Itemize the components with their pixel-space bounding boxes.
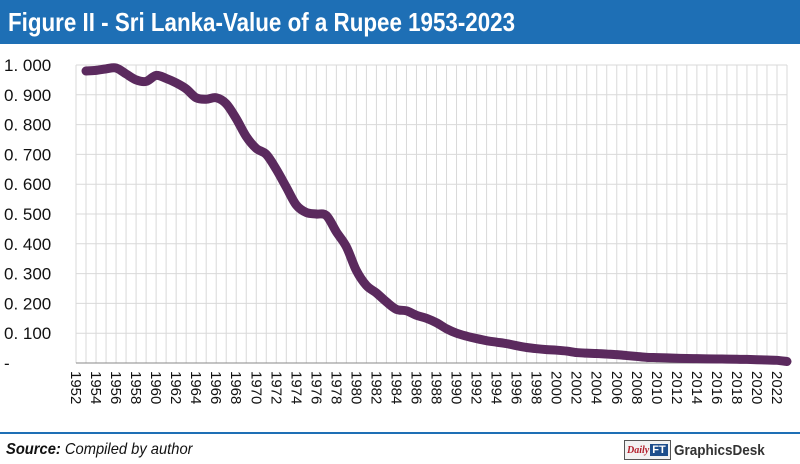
- logo-daily-text: Daily: [627, 444, 650, 456]
- x-tick-label: 1960: [147, 371, 164, 404]
- y-tick-label: 0. 900: [4, 86, 51, 105]
- y-tick-label: 0. 500: [4, 205, 51, 224]
- x-tick-label: 1982: [367, 371, 384, 404]
- series-layer: [81, 63, 792, 367]
- x-tick-label: 1966: [207, 371, 224, 404]
- x-tick-label: 1988: [428, 371, 445, 404]
- x-tick-label: 1952: [67, 371, 84, 404]
- x-tick-label: 2004: [588, 371, 605, 404]
- x-tick-label: 1964: [187, 371, 204, 404]
- x-tick-label: 1990: [448, 371, 465, 404]
- rupee-value-line: [81, 63, 792, 367]
- x-tick-label: 2000: [548, 371, 565, 404]
- x-tick-label: 1956: [107, 371, 124, 404]
- x-tick-label: 1976: [307, 371, 324, 404]
- source-label: Source:: [6, 441, 61, 458]
- x-tick-label: 1962: [167, 371, 184, 404]
- x-tick-label: 1968: [227, 371, 244, 404]
- x-tick-label: 2018: [728, 371, 745, 404]
- x-tick-label: 1978: [327, 371, 344, 404]
- y-tick-label: 0. 800: [4, 116, 51, 135]
- x-tick-label: 1954: [87, 371, 104, 404]
- x-tick-label: 1970: [247, 371, 264, 404]
- y-tick-label: 0. 100: [4, 324, 51, 343]
- x-tick-label: 1958: [127, 371, 144, 404]
- x-tick-label: 1980: [347, 371, 364, 404]
- x-tick-label: 2022: [768, 371, 785, 404]
- x-tick-label: 2008: [628, 371, 645, 404]
- y-tick-label: 0. 400: [4, 235, 51, 254]
- logo-ft-text: FT: [650, 444, 668, 456]
- chart-title: Figure II - Sri Lanka-Value of a Rupee 1…: [8, 7, 516, 37]
- y-tick-label: 0. 300: [4, 265, 51, 284]
- y-tick-label: -: [4, 354, 10, 373]
- dailyft-badge: Daily FT: [624, 440, 671, 460]
- x-tick-label: 1994: [488, 371, 505, 404]
- y-tick-labels: - 0. 100 0. 200 0. 300 0. 400 0. 500 0. 600 0. …: [4, 56, 51, 373]
- x-tick-label: 1998: [528, 371, 545, 404]
- x-tick-label: 1972: [267, 371, 284, 404]
- x-tick-label: 2002: [568, 371, 585, 404]
- y-tick-label: 0. 700: [4, 145, 51, 164]
- source-text: Compiled by author: [60, 441, 193, 458]
- x-tick-label: 2010: [648, 371, 665, 404]
- y-tick-label: 0. 600: [4, 175, 51, 194]
- line-chart: - 0. 100 0. 200 0. 300 0. 400 0. 500 0. 600 0. …: [4, 56, 792, 404]
- x-tick-label: 1992: [468, 371, 485, 404]
- x-tick-label: 2014: [688, 371, 705, 404]
- x-tick-label: 2006: [608, 371, 625, 404]
- x-tick-label: 1974: [287, 371, 304, 404]
- logo-desk-text: GraphicsDesk: [673, 441, 765, 459]
- y-tick-label: 1. 000: [4, 56, 51, 75]
- x-tick-label: 2016: [708, 371, 725, 404]
- x-tick-label: 2012: [668, 371, 685, 404]
- x-tick-label: 1996: [508, 371, 525, 404]
- x-tick-label: 1986: [407, 371, 424, 404]
- grid-layer: [75, 64, 788, 363]
- graphicsdesk-logo: Daily FT GraphicsDesk: [624, 440, 775, 460]
- footer-divider: [0, 432, 800, 434]
- title-bar: Figure II - Sri Lanka-Value of a Rupee 1…: [0, 0, 800, 44]
- y-tick-label: 0. 200: [4, 294, 51, 313]
- x-tick-label: 1984: [387, 371, 404, 404]
- x-tick-label: 2020: [748, 371, 765, 404]
- source-note: Source: Compiled by author: [6, 441, 193, 459]
- x-tick-labels: 1952 1954 1956 1958 1960 1962 1964 1966 1968 1970…: [67, 371, 785, 404]
